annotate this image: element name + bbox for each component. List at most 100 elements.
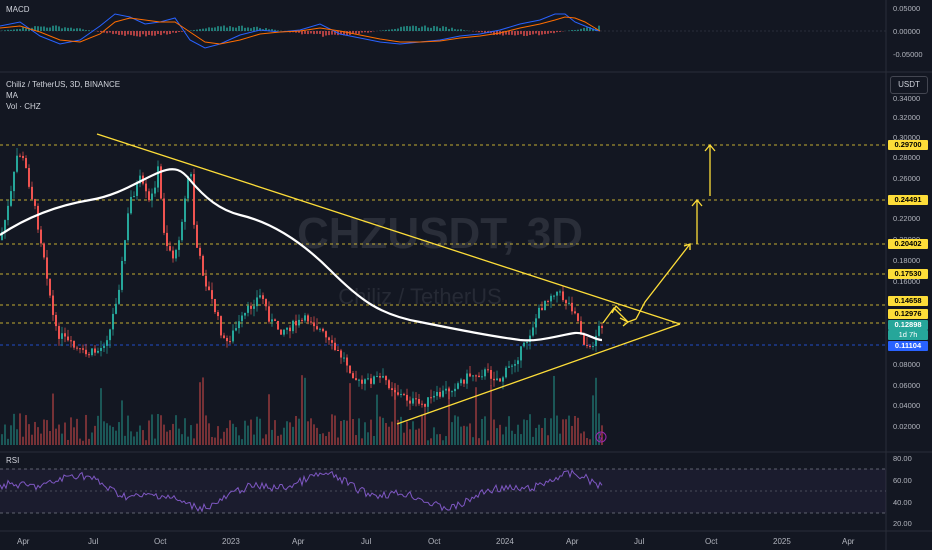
volume-bar (103, 421, 105, 445)
macd-histogram-bar (412, 25, 414, 31)
volume-bar (94, 425, 96, 445)
volume-bar (310, 418, 312, 445)
candle-body (361, 379, 363, 384)
candle-body (508, 366, 510, 368)
macd-label[interactable]: MACD (6, 5, 30, 14)
candle-body (460, 379, 462, 384)
chart-title[interactable]: Chiliz / TetherUS, 3D, BINANCE (6, 80, 121, 89)
candle-body (217, 312, 219, 317)
candle-body (469, 373, 471, 377)
macd-histogram-bar (331, 31, 333, 35)
macd-histogram-bar (268, 29, 270, 31)
volume-bar (256, 416, 258, 445)
volume-bar (508, 416, 510, 445)
volume-bar (28, 424, 30, 445)
candle-body (304, 315, 306, 321)
volume-bar (76, 418, 78, 445)
candle-body (352, 373, 354, 379)
volume-bar (106, 423, 108, 445)
macd-histogram-bar (178, 31, 180, 33)
volume-bar (301, 375, 303, 445)
volume-bar (133, 436, 135, 445)
candle-body (391, 388, 393, 391)
volume-bar (358, 418, 360, 445)
candle-body (124, 240, 126, 262)
candle-body (454, 388, 456, 392)
price-axis-tick: 0.34000 (893, 94, 921, 103)
macd-histogram-bar (445, 26, 447, 31)
macd-histogram-bar (577, 29, 579, 31)
candle-body (583, 334, 585, 345)
candle-body (31, 186, 33, 200)
macd-histogram-bar (265, 28, 267, 31)
volume-bar (52, 393, 54, 445)
volume-bar (109, 425, 111, 445)
candle-body (79, 348, 81, 350)
replay-icon[interactable] (595, 431, 607, 443)
candle-body (601, 325, 603, 329)
macd-histogram-bar (358, 31, 360, 34)
candle-body (439, 391, 441, 397)
macd-histogram-bar (304, 31, 306, 34)
macd-histogram-bar (121, 31, 123, 35)
candle-body (436, 391, 438, 396)
ma-indicator-label[interactable]: MA (6, 91, 18, 100)
rsi-axis-tick: 20.00 (893, 519, 912, 528)
candle-body (175, 249, 177, 259)
volume-bar (136, 431, 138, 445)
volume-bar (316, 427, 318, 445)
currency-button[interactable]: USDT (890, 76, 928, 94)
candle-body (73, 340, 75, 348)
ma-value-badge: 0.11104 (888, 341, 928, 351)
volume-bar (46, 420, 48, 445)
volume-bar (85, 414, 87, 445)
volume-bar (166, 431, 168, 445)
volume-bar (43, 419, 45, 445)
macd-histogram-bar (238, 25, 240, 31)
candle-body (427, 397, 429, 407)
macd-histogram-bar (535, 31, 537, 34)
candle-body (418, 398, 420, 404)
candle-body (196, 224, 198, 248)
volume-bar (433, 427, 435, 445)
candle-body (322, 328, 324, 332)
volume-bar (253, 434, 255, 445)
volume-bar (148, 420, 150, 445)
volume-bar (436, 434, 438, 445)
macd-histogram-bar (193, 30, 195, 31)
candle-body (205, 275, 207, 287)
moving-average-line[interactable] (0, 168, 603, 342)
volume-bar (55, 428, 57, 445)
symbol-watermark: CHZUSDT, 3D (297, 209, 583, 258)
price-axis-tick: 0.02000 (893, 422, 921, 431)
volume-bar (511, 430, 513, 445)
candle-body (346, 357, 348, 366)
volume-bar (415, 429, 417, 445)
volume-bar (343, 419, 345, 445)
descending-trendline[interactable] (96, 133, 681, 325)
candle-body (505, 367, 507, 378)
macd-histogram-bar (70, 27, 72, 31)
rsi-label[interactable]: RSI (6, 456, 20, 465)
volume-bar (562, 419, 564, 445)
volume-bar (601, 425, 603, 445)
volume-bar (496, 428, 498, 445)
macd-histogram-bar (130, 31, 132, 36)
macd-line (0, 13, 601, 49)
projection-arrows[interactable] (602, 143, 716, 327)
candle-body (544, 300, 546, 311)
candle-body (520, 346, 522, 361)
ascending-trendline[interactable] (396, 323, 681, 425)
volume-indicator-label[interactable]: Vol · CHZ (6, 102, 41, 111)
price-axis-tick: 0.18000 (893, 256, 921, 265)
volume-bar (526, 420, 528, 445)
macd-histogram-bar (517, 31, 519, 35)
volume-bar (466, 426, 468, 445)
candle-body (340, 350, 342, 358)
rsi-axis-tick: 60.00 (893, 476, 912, 485)
candle-body (163, 198, 165, 233)
candle-body (592, 346, 594, 348)
candle-body (244, 312, 246, 316)
macd-histogram-bar (145, 31, 147, 37)
